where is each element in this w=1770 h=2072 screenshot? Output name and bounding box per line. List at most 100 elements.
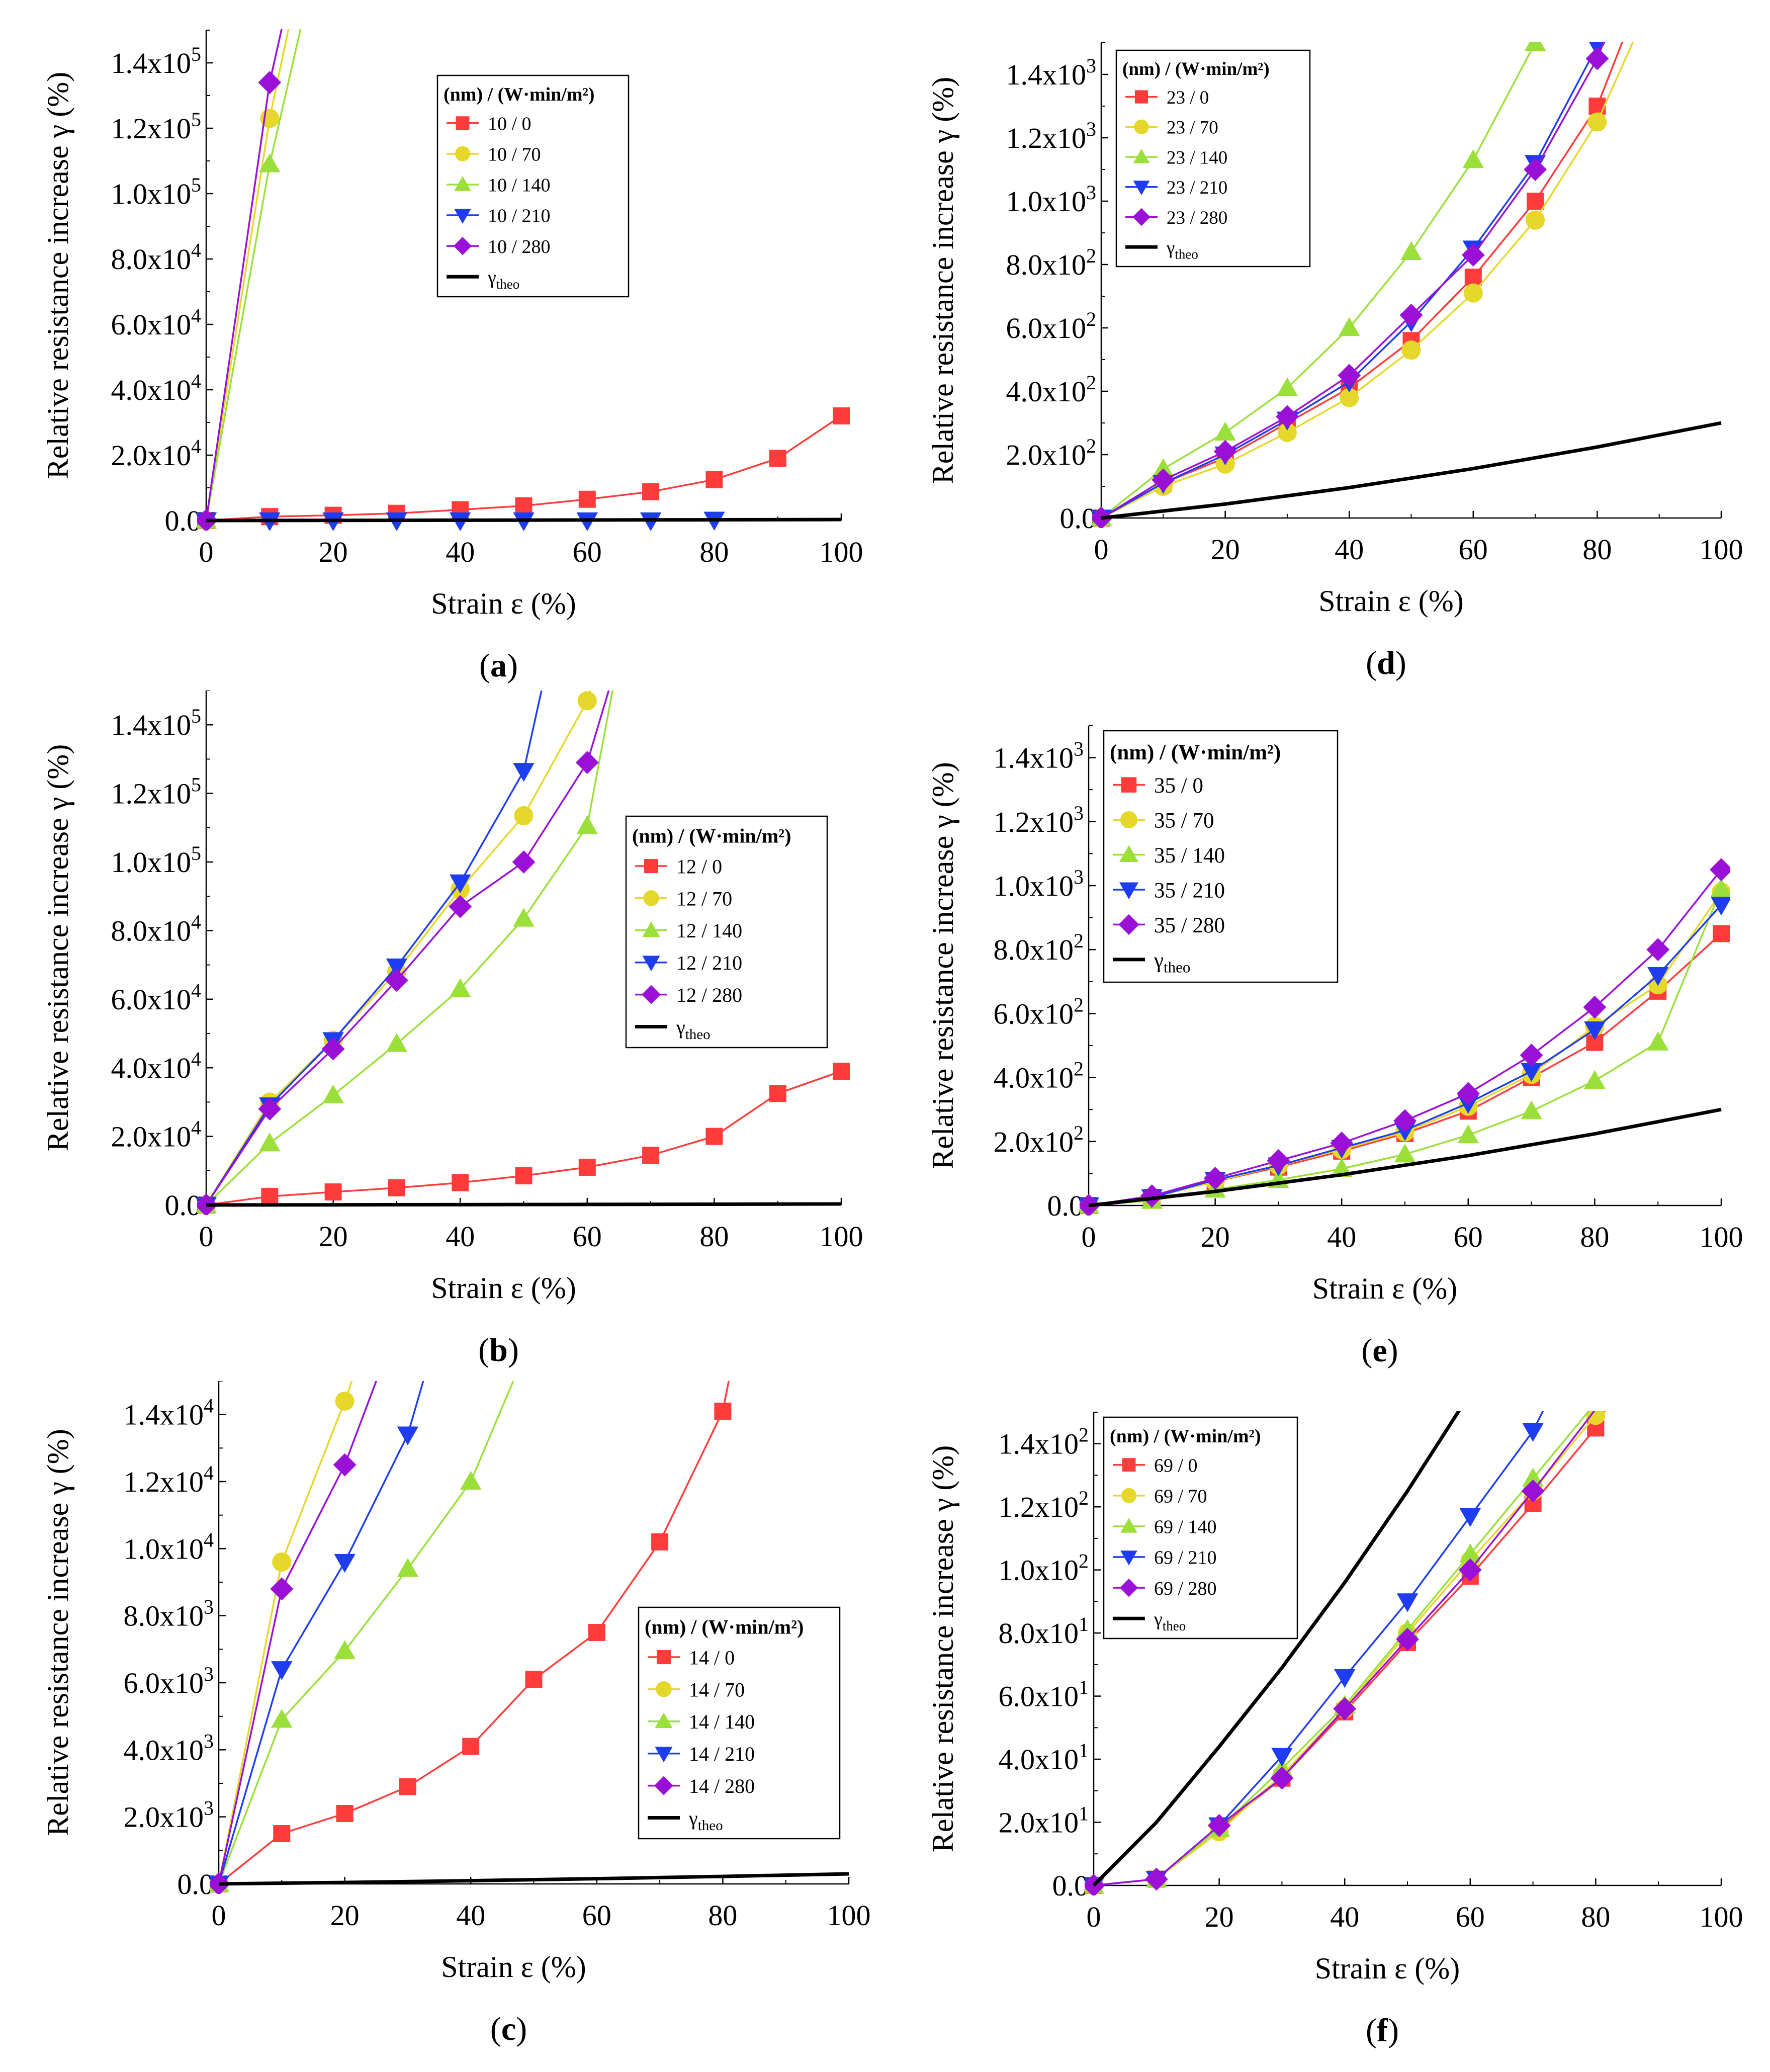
data-point-s280 <box>1152 468 1175 492</box>
y-tick-mantissa: 6.0x10 <box>994 997 1074 1030</box>
data-point-s140 <box>1331 1158 1353 1177</box>
x-tick-label: 40 <box>1335 533 1364 566</box>
legend-box <box>1115 49 1311 268</box>
y-tick-label: 6.0x102 <box>1006 308 1097 344</box>
legend-box <box>638 1606 841 1840</box>
y-tick-label: 1.0x105 <box>111 842 202 879</box>
y-tick-exponent: 3 <box>1074 802 1084 824</box>
legend-swatch-marker <box>1121 777 1137 793</box>
y-tick-label: 1.4x105 <box>111 43 202 79</box>
panel-letter: f <box>1377 2012 1388 2049</box>
y-tick-mantissa: 0.0 <box>178 1868 214 1901</box>
y-tick-exponent: 5 <box>191 108 201 131</box>
y-tick-mantissa: 2.0x10 <box>111 439 192 472</box>
y-tick-label: 1.0x103 <box>994 866 1084 902</box>
y-tick-exponent: 5 <box>191 842 201 865</box>
chart-panel-c: 0 20 40 60 80 100 0.0 2.0x103 4.0x103 6.0x103 8.0x… <box>0 1381 885 2071</box>
legend-entry: 12 / 70 <box>676 887 732 910</box>
y-tick-mantissa: 1.2x10 <box>111 778 192 810</box>
legend-entry: 12 / 0 <box>676 855 722 878</box>
y-tick-exponent: 3 <box>204 1663 214 1685</box>
x-tick-label: 80 <box>699 536 729 568</box>
x-tick-label: 0 <box>1087 1901 1101 1933</box>
data-point-s280 <box>1203 1166 1227 1190</box>
y-tick-label: 2.0x102 <box>1006 435 1097 471</box>
y-axis-title: Relative resistance increase γ (%) <box>926 762 959 1169</box>
y-tick-exponent: 2 <box>1086 308 1096 330</box>
data-point-s70 <box>514 806 534 825</box>
y-tick-exponent: 1 <box>1079 1739 1089 1762</box>
data-point-s210 <box>1522 1423 1544 1442</box>
y-tick-exponent: 1 <box>1079 1802 1089 1825</box>
y-tick-mantissa: 2.0x10 <box>994 1126 1074 1158</box>
series-line-s0 <box>1101 42 1624 519</box>
y-tick-mantissa: 1.0x10 <box>124 1532 204 1565</box>
legend-swatch-marker <box>454 176 471 191</box>
x-tick-label: 80 <box>1581 1901 1610 1933</box>
data-point-s0 <box>515 1167 533 1185</box>
y-tick-exponent: 4 <box>191 435 201 458</box>
data-point-s0 <box>515 497 533 514</box>
chart-svg-f: 0 20 40 60 80 1000.02.0x1014.0x1016.0x1018.0x… <box>926 1411 1743 2049</box>
legend-swatch-marker <box>456 116 470 130</box>
legend-swatch-marker <box>1133 181 1150 196</box>
data-point-s140 <box>1522 1467 1544 1487</box>
legend-entry: 23 / 0 <box>1167 88 1209 108</box>
legend-swatch-marker <box>654 1776 673 1795</box>
x-tick-label: 0 <box>1082 1221 1096 1253</box>
chart-svg-a: 0 20 40 60 80 1000.02.0x1044.0x1046.0x1048.0x… <box>41 29 863 684</box>
data-point-s140 <box>386 1033 408 1052</box>
data-point-s280 <box>512 850 536 874</box>
data-point-s0 <box>833 1063 850 1080</box>
data-point-s0 <box>452 1174 469 1191</box>
x-tick-label: 100 <box>827 1899 871 1932</box>
y-tick-exponent: 4 <box>191 1048 201 1070</box>
legend-swatch-marker <box>455 146 471 161</box>
data-point-s0 <box>1527 193 1544 210</box>
y-tick-exponent: 2 <box>1086 435 1096 457</box>
legend-title: (nm) / (W·min/m²) <box>1110 741 1281 764</box>
y-tick-label: 1.2x103 <box>1006 118 1097 154</box>
y-tick-exponent: 3 <box>204 1596 214 1618</box>
legend-entry: 14 / 210 <box>689 1743 755 1765</box>
series-line-s140 <box>218 1381 514 1884</box>
y-tick-mantissa: 0.0 <box>1047 1189 1084 1222</box>
x-axis-title: Strain ε (%) <box>431 1271 576 1305</box>
data-point-s210 <box>386 958 408 978</box>
legend: (nm) / (W·min/m²) 10 / 0 10 / 70 10 / 140 10… <box>436 74 630 298</box>
x-tick-label: 20 <box>319 536 348 568</box>
y-tick-mantissa: 6.0x10 <box>111 983 192 1016</box>
y-tick-mantissa: 1.0x10 <box>1006 185 1087 218</box>
data-point-s70 <box>1526 210 1545 230</box>
y-tick-exponent: 4 <box>191 239 201 262</box>
y-tick-exponent: 4 <box>191 370 201 392</box>
data-point-s140 <box>1647 1031 1669 1051</box>
y-tick-mantissa: 1.4x10 <box>999 1428 1079 1460</box>
y-tick-mantissa: 6.0x10 <box>111 308 192 341</box>
y-tick-mantissa: 2.0x10 <box>1006 439 1087 471</box>
y-tick-mantissa: 6.0x10 <box>999 1680 1079 1713</box>
legend-title: (nm) / (W·min/m²) <box>1122 59 1270 79</box>
legend-title: (nm) / (W·min/m²) <box>1110 1426 1261 1447</box>
data-point-s280 <box>1524 158 1547 181</box>
data-point-s0 <box>769 1085 786 1102</box>
y-tick-label: 6.0x102 <box>994 993 1084 1030</box>
data-point-s280 <box>270 1577 294 1601</box>
data-point-s210 <box>397 1426 419 1445</box>
data-point-s70 <box>335 1391 355 1411</box>
legend: (nm) / (W·min/m²) 23 / 0 23 / 70 23 / 140 23… <box>1115 49 1311 268</box>
y-tick-mantissa: 1.4x10 <box>124 1399 204 1431</box>
legend-entry: 23 / 70 <box>1167 118 1218 138</box>
y-tick-exponent: 4 <box>191 304 201 327</box>
x-tick-label: 20 <box>319 1220 348 1253</box>
data-point-s280 <box>1396 1627 1419 1651</box>
legend-swatch-marker <box>1134 119 1149 135</box>
y-tick-mantissa: 4.0x10 <box>999 1743 1079 1776</box>
legend-swatch-marker <box>1134 90 1148 104</box>
y-tick-label: 1.0x105 <box>111 174 202 210</box>
legend: (nm) / (W·min/m²) 12 / 0 12 / 70 12 / 140 12… <box>625 815 828 1049</box>
legend-title: (nm) / (W·min/m²) <box>444 84 595 105</box>
series-line-s280 <box>218 1381 378 1884</box>
y-tick-label: 1.0x104 <box>124 1528 214 1565</box>
y-tick-mantissa: 4.0x10 <box>111 1052 192 1084</box>
